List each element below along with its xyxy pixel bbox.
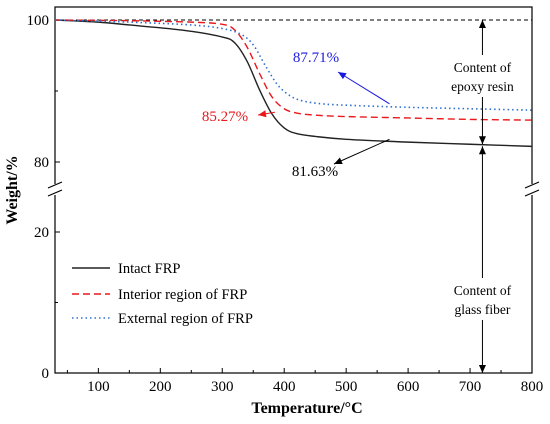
x-tick-label: 700 [459,379,482,395]
series-line-interior-region-of-frp [54,19,533,121]
x-tick-label: 300 [211,379,234,395]
y-tick-label: 0 [42,366,50,382]
epoxy-label-bg [434,55,531,97]
glass-content-arrow-head-bottom [478,365,486,373]
series-group [54,19,533,148]
x-tick-label: 400 [273,379,296,395]
glass-label-line2: glass fiber [455,302,511,317]
epoxy-label-line1: Content of [454,60,512,75]
x-tick-label: 800 [521,379,544,395]
epoxy-content-arrow-head-bottom [478,136,486,145]
glass-content-arrow-head-top [478,146,486,155]
annotation-arrowhead [338,72,347,80]
epoxy-content-arrow-head-top [478,20,486,28]
y-axis-title: Weight/% [4,155,21,224]
annotation-label: 81.63% [292,164,338,180]
glass-label-bg [434,278,531,320]
legend-label: Interior region of FRP [118,287,247,303]
annotation-label: 87.71% [293,50,339,66]
annotation-arrowhead [258,110,267,118]
y-tick-label: 80 [34,155,49,171]
axis-break-marks [47,181,540,197]
content-indicator: Content of epoxy resin Content of glass fib… [434,20,531,373]
annotations-group: 87.71% 85.27% 81.63% [202,50,390,180]
x-tick-label: 200 [149,379,172,395]
annotation-leader [333,138,390,165]
x-axis-title: Temperature/°C [251,400,362,417]
y-tick-label: 100 [27,13,50,29]
legend-label: Intact FRP [118,261,180,277]
x-tick-label: 500 [335,379,358,395]
series-line-external-region-of-frp [54,19,533,111]
series-line-intact-frp [54,19,533,148]
legend: Intact FRP Interior region of FRP External… [72,261,253,327]
annotation-arrowhead [334,157,343,164]
annotation-label: 85.27% [202,109,248,125]
y-tick-label: 20 [34,225,49,241]
epoxy-label-line2: epoxy resin [451,79,514,94]
annotation-leader [337,71,390,105]
x-tick-label: 100 [87,379,110,395]
x-tick-label: 600 [397,379,420,395]
glass-label-line1: Content of [454,283,512,298]
x-axis-ticks: 100 200 300 400 500 600 700 800 [66,368,544,395]
legend-label: External region of FRP [118,311,253,327]
